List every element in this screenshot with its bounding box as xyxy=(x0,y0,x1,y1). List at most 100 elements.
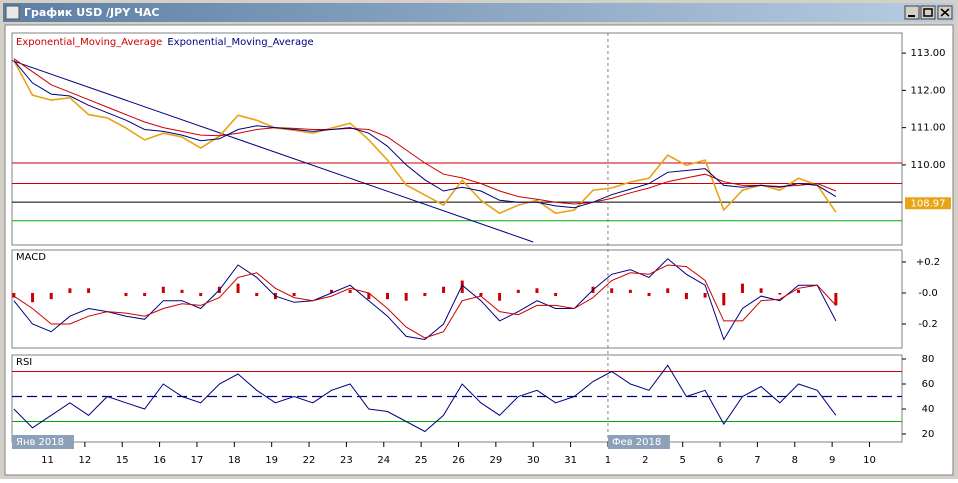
histogram-bar xyxy=(423,292,427,297)
histogram-bar xyxy=(628,289,632,293)
month-label-box xyxy=(12,435,74,449)
histogram-bar xyxy=(722,292,726,306)
last-price-box xyxy=(905,197,951,210)
histogram-bar xyxy=(535,288,539,293)
macd-line xyxy=(13,264,837,339)
histogram-bar xyxy=(180,289,184,293)
x-tick-label: 12 xyxy=(78,455,91,466)
x-tick-label: 25 xyxy=(415,455,428,466)
month-label: Янв 2018 xyxy=(16,437,64,448)
histogram-bar xyxy=(610,288,614,293)
x-tick-label: 10 xyxy=(863,455,876,466)
month-label: Фев 2018 xyxy=(612,437,661,448)
x-tick-label: 5 xyxy=(679,455,685,466)
histogram-bar xyxy=(516,289,520,293)
x-tick-label: 2 xyxy=(642,455,648,466)
histogram-bar xyxy=(759,288,763,293)
x-tick-label: 16 xyxy=(153,455,166,466)
y-tick-label: 113.00 xyxy=(911,48,946,59)
histogram-bar xyxy=(87,288,91,293)
y-tick-label: 112.00 xyxy=(911,85,946,96)
y-tick-label: 110.00 xyxy=(911,160,946,171)
minimize-button[interactable] xyxy=(904,5,920,20)
histogram-bar xyxy=(348,289,352,293)
histogram-bar xyxy=(255,292,259,297)
legend-entry: Exponential_Moving_Average xyxy=(167,37,313,48)
histogram-bar xyxy=(49,292,53,300)
ema-line xyxy=(13,60,837,209)
y-tick-label: 111.00 xyxy=(911,123,946,134)
y-tick-label: -0.0 xyxy=(918,288,938,299)
panel-title: RSI xyxy=(16,357,32,368)
panel xyxy=(11,32,903,246)
histogram-bar xyxy=(68,288,72,293)
month-label-box xyxy=(607,435,670,449)
histogram-bar xyxy=(666,288,670,293)
x-tick-label: 23 xyxy=(340,455,353,466)
window-buttons[interactable] xyxy=(904,5,953,20)
x-tick-label: 18 xyxy=(228,455,241,466)
y-tick-label: 40 xyxy=(922,404,935,415)
histogram-bar xyxy=(703,292,707,298)
last-price-label: 108.97 xyxy=(911,198,946,209)
histogram-bar xyxy=(31,292,35,303)
trend-line xyxy=(11,60,534,243)
x-tick-label: 30 xyxy=(527,455,540,466)
x-tick-label: 6 xyxy=(717,455,723,466)
histogram-bar xyxy=(554,292,558,297)
x-tick-label: 19 xyxy=(265,455,278,466)
x-tick-label: 15 xyxy=(116,455,129,466)
histogram-bar xyxy=(479,292,483,297)
x-tick-label: 29 xyxy=(489,455,502,466)
panel xyxy=(11,354,903,443)
x-tick-label: 11 xyxy=(41,455,54,466)
title-bar xyxy=(3,3,955,22)
x-tick-label: 24 xyxy=(377,455,390,466)
histogram-bar xyxy=(778,292,782,295)
ema-line xyxy=(13,58,837,205)
x-tick-label: 26 xyxy=(452,455,465,466)
histogram-bar xyxy=(236,283,240,293)
histogram-bar xyxy=(12,292,16,298)
x-tick-label: 22 xyxy=(303,455,316,466)
x-tick-label: 1 xyxy=(605,455,611,466)
panel xyxy=(11,249,903,349)
x-tick-label: 17 xyxy=(191,455,204,466)
x-tick-label: 9 xyxy=(829,455,835,466)
close-glyph xyxy=(940,8,950,17)
histogram-bar xyxy=(684,292,688,300)
window-title: График USD /JPY ЧАС xyxy=(24,6,159,19)
indicator-line xyxy=(13,364,837,433)
histogram-bar xyxy=(161,286,165,293)
histogram-bar xyxy=(404,292,408,301)
maximize-glyph xyxy=(923,8,933,17)
y-tick-label: 60 xyxy=(922,379,935,390)
y-tick-label: 80 xyxy=(922,354,935,365)
histogram-bar xyxy=(834,292,838,306)
window-icon xyxy=(5,5,20,20)
histogram-bar xyxy=(199,292,203,297)
maximize-button[interactable] xyxy=(920,5,936,20)
histogram-bar xyxy=(498,292,502,301)
histogram-bar xyxy=(647,292,651,297)
histogram-bar xyxy=(460,280,464,293)
y-tick-label: +0.2 xyxy=(916,257,940,268)
x-tick-label: 31 xyxy=(564,455,577,466)
y-tick-label: -0.2 xyxy=(918,319,938,330)
histogram-bar xyxy=(740,283,744,293)
x-tick-label: 8 xyxy=(792,455,798,466)
legend-entry: Exponential_Moving_Average xyxy=(16,37,162,48)
panel-title: MACD xyxy=(16,252,46,263)
histogram-bar xyxy=(386,292,390,300)
histogram-bar xyxy=(143,292,147,297)
y-tick-label: 20 xyxy=(922,429,935,440)
plot-layer: 113.00 112.00 111.00 110.00 108.97 Exponentia… xyxy=(11,32,951,466)
histogram-bar xyxy=(329,289,333,293)
price-line xyxy=(13,60,837,215)
histogram-bar xyxy=(797,289,801,293)
histogram-bar xyxy=(124,292,128,297)
histogram-bar xyxy=(292,292,296,297)
histogram-bar xyxy=(442,286,446,293)
histogram-bar xyxy=(367,292,371,300)
